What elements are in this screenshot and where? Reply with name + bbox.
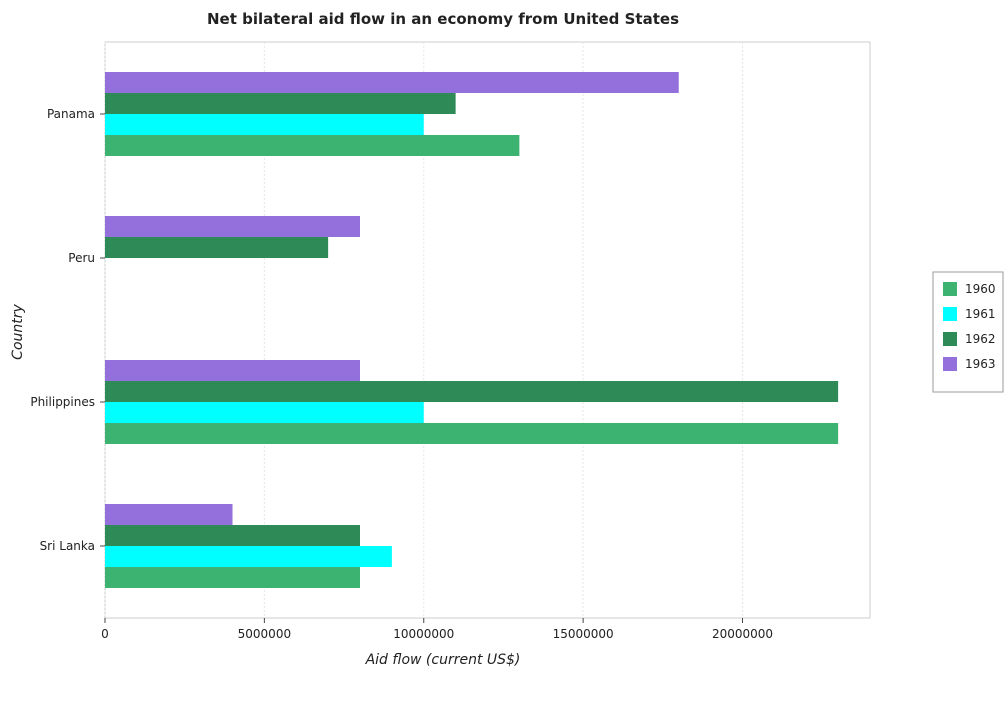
legend-label: 1963 bbox=[965, 357, 996, 371]
x-tick-label: 10000000 bbox=[393, 627, 454, 641]
bar bbox=[105, 423, 839, 444]
x-axis-ticks: 0 5000000 10000000 15000000 20000000 bbox=[101, 618, 773, 641]
bar bbox=[105, 525, 360, 546]
bar bbox=[105, 114, 424, 135]
x-tick-label: 0 bbox=[101, 627, 109, 641]
y-axis-ticks: Panama Peru Philippines Sri Lanka bbox=[30, 107, 105, 553]
legend-label: 1961 bbox=[965, 307, 996, 321]
bar bbox=[105, 93, 456, 114]
legend-swatch bbox=[943, 332, 957, 346]
x-tick-label: 20000000 bbox=[712, 627, 773, 641]
y-tick-label: Peru bbox=[68, 251, 95, 265]
legend-swatch bbox=[943, 307, 957, 321]
bar bbox=[105, 567, 360, 588]
legend-swatch bbox=[943, 282, 957, 296]
bar bbox=[105, 381, 839, 402]
bar bbox=[105, 360, 360, 381]
y-axis-label: Country bbox=[10, 303, 26, 359]
x-axis-label: Aid flow (current US$) bbox=[365, 652, 521, 668]
bars bbox=[105, 72, 839, 588]
bar bbox=[105, 402, 424, 423]
bar bbox=[105, 237, 329, 258]
legend-swatch bbox=[943, 357, 957, 371]
legend-label: 1960 bbox=[965, 282, 996, 296]
bar bbox=[105, 504, 233, 525]
bar bbox=[105, 546, 392, 567]
legend-label: 1962 bbox=[965, 332, 996, 346]
y-tick-label: Sri Lanka bbox=[40, 539, 95, 553]
legend: 1960 1961 1962 1963 bbox=[932, 271, 1004, 393]
x-tick-label: 15000000 bbox=[553, 627, 614, 641]
chart-title: Net bilateral aid flow in an economy fro… bbox=[207, 10, 679, 28]
bar bbox=[105, 72, 679, 93]
bar bbox=[105, 135, 520, 156]
x-tick-label: 5000000 bbox=[238, 627, 291, 641]
y-tick-label: Panama bbox=[47, 107, 95, 121]
y-tick-label: Philippines bbox=[30, 395, 95, 409]
bar bbox=[105, 216, 360, 237]
